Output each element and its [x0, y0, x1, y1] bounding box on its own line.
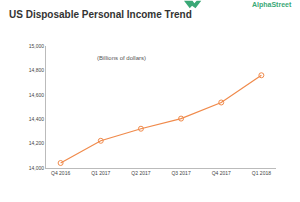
- svg-text:Q4 2017: Q4 2017: [212, 170, 231, 176]
- svg-text:Q4 2016: Q4 2016: [51, 170, 70, 176]
- svg-text:(Billions of dollars): (Billions of dollars): [97, 55, 146, 61]
- svg-text:Q3 2017: Q3 2017: [171, 170, 190, 176]
- svg-text:Q2 2017: Q2 2017: [131, 170, 150, 176]
- svg-text:14,000: 14,000: [29, 165, 45, 171]
- svg-text:US Disposable Personal Income: US Disposable Personal Income Trend: [9, 9, 192, 20]
- svg-text:14,200: 14,200: [29, 140, 45, 146]
- svg-text:14,600: 14,600: [29, 92, 45, 98]
- svg-text:Q1 2017: Q1 2017: [91, 170, 110, 176]
- svg-text:Q1 2018: Q1 2018: [252, 170, 271, 176]
- svg-text:15,000: 15,000: [29, 43, 45, 49]
- svg-text:14,800: 14,800: [29, 67, 45, 73]
- svg-text:AlphaStreet: AlphaStreet: [252, 1, 292, 9]
- svg-text:14,400: 14,400: [29, 116, 45, 122]
